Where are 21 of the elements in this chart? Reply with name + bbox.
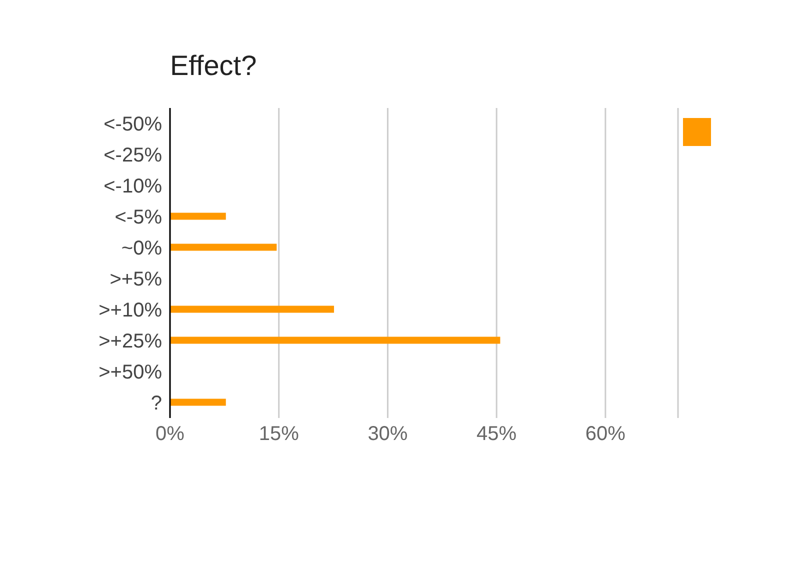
y-tick-label: ? xyxy=(150,392,162,415)
bar xyxy=(170,398,226,406)
x-tick-label: 60% xyxy=(585,423,626,446)
y-tick-label: >+25% xyxy=(98,330,162,353)
y-tick-label: >+50% xyxy=(98,362,162,384)
y-tick-label: >+10% xyxy=(98,300,162,322)
y-tick-label: <-10% xyxy=(104,176,162,198)
y-tick-label: >+5% xyxy=(110,268,162,291)
bar xyxy=(170,212,226,220)
bar xyxy=(170,306,334,313)
x-tick-label: 45% xyxy=(476,423,517,446)
bar xyxy=(170,336,500,344)
bar xyxy=(170,244,277,251)
y-tick-label: ~0% xyxy=(121,238,162,260)
y-tick-label: <-25% xyxy=(104,144,162,167)
y-tick-label: <-5% xyxy=(114,206,162,229)
chart-title: Effect? xyxy=(170,50,257,82)
x-tick-label: 0% xyxy=(156,423,185,446)
y-tick-label: <-50% xyxy=(104,114,162,136)
x-tick-label: 15% xyxy=(258,423,300,446)
x-tick-label: 30% xyxy=(368,423,408,446)
